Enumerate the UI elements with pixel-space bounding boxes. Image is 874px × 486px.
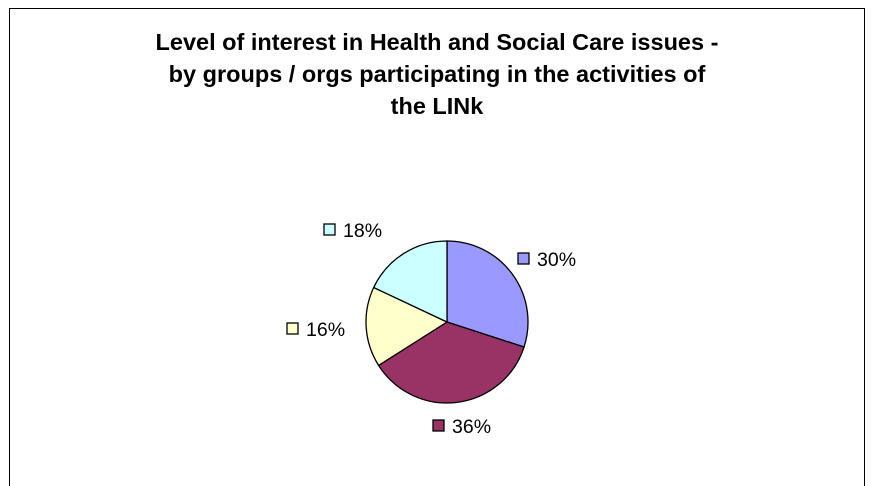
- chart-title-line-3: the LINk: [390, 93, 484, 119]
- slice-label-18: 18%: [323, 220, 382, 242]
- pie-slice-36: [377, 321, 525, 404]
- slice-label-marker: [432, 419, 445, 432]
- slice-label-text: 36%: [452, 416, 491, 438]
- slice-label-text: 30%: [537, 249, 576, 271]
- slice-label-36: 36%: [432, 416, 491, 438]
- slice-label-16: 16%: [286, 319, 345, 341]
- chart-title-line-1: Level of interest in Health and Social C…: [155, 29, 719, 55]
- pie-labels: 30% 36% 16% 18%: [286, 220, 576, 438]
- chart-title-line-2: by groups / orgs participating in the ac…: [168, 61, 706, 87]
- pie-slice-30: [446, 240, 529, 348]
- slice-label-marker: [323, 223, 336, 236]
- slice-label-text: 18%: [343, 220, 382, 242]
- slice-label-marker: [517, 252, 530, 265]
- slice-label-30: 30%: [517, 249, 576, 271]
- pie-slice-18: [372, 240, 448, 324]
- slice-label-text: 16%: [306, 319, 345, 341]
- chart-title: Level of interest in Health and Social C…: [0, 26, 874, 122]
- pie-slice-16: [365, 286, 449, 367]
- slice-label-marker: [286, 322, 299, 335]
- pie-slices: [365, 240, 529, 404]
